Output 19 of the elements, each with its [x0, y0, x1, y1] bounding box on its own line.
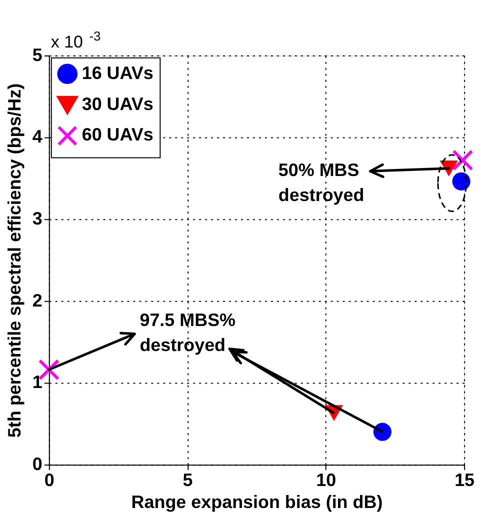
y-tick-label: 0 — [32, 454, 42, 474]
y-tick-label: 2 — [32, 290, 42, 310]
point — [452, 150, 474, 171]
legend-label: 30 UAVs — [82, 94, 154, 114]
legend-label: 16 UAVs — [82, 62, 154, 83]
text: x 10-3 — [50, 28, 101, 52]
legend-label: 60 UAVs — [82, 124, 154, 145]
x-tick-label: 5 — [182, 470, 193, 490]
annotation: 50% MBS destroyed — [278, 160, 364, 206]
y-tick-label: 5 — [32, 44, 42, 65]
point — [373, 422, 392, 441]
x-tick-label: 15 — [454, 470, 475, 490]
y-tick-label: 3 — [32, 208, 42, 229]
x-axis-title: Range expansion bias (in dB) — [131, 492, 383, 512]
y-tick-label: 1 — [32, 372, 42, 392]
x-tick-label: 10 — [316, 470, 336, 490]
y-axis-title: 5th percentile spectral efficiency (bps/Hz) — [4, 83, 24, 438]
annotation: 97.5 MBS% destroyed — [140, 310, 236, 355]
y-tick-label: 4 — [32, 126, 42, 147]
